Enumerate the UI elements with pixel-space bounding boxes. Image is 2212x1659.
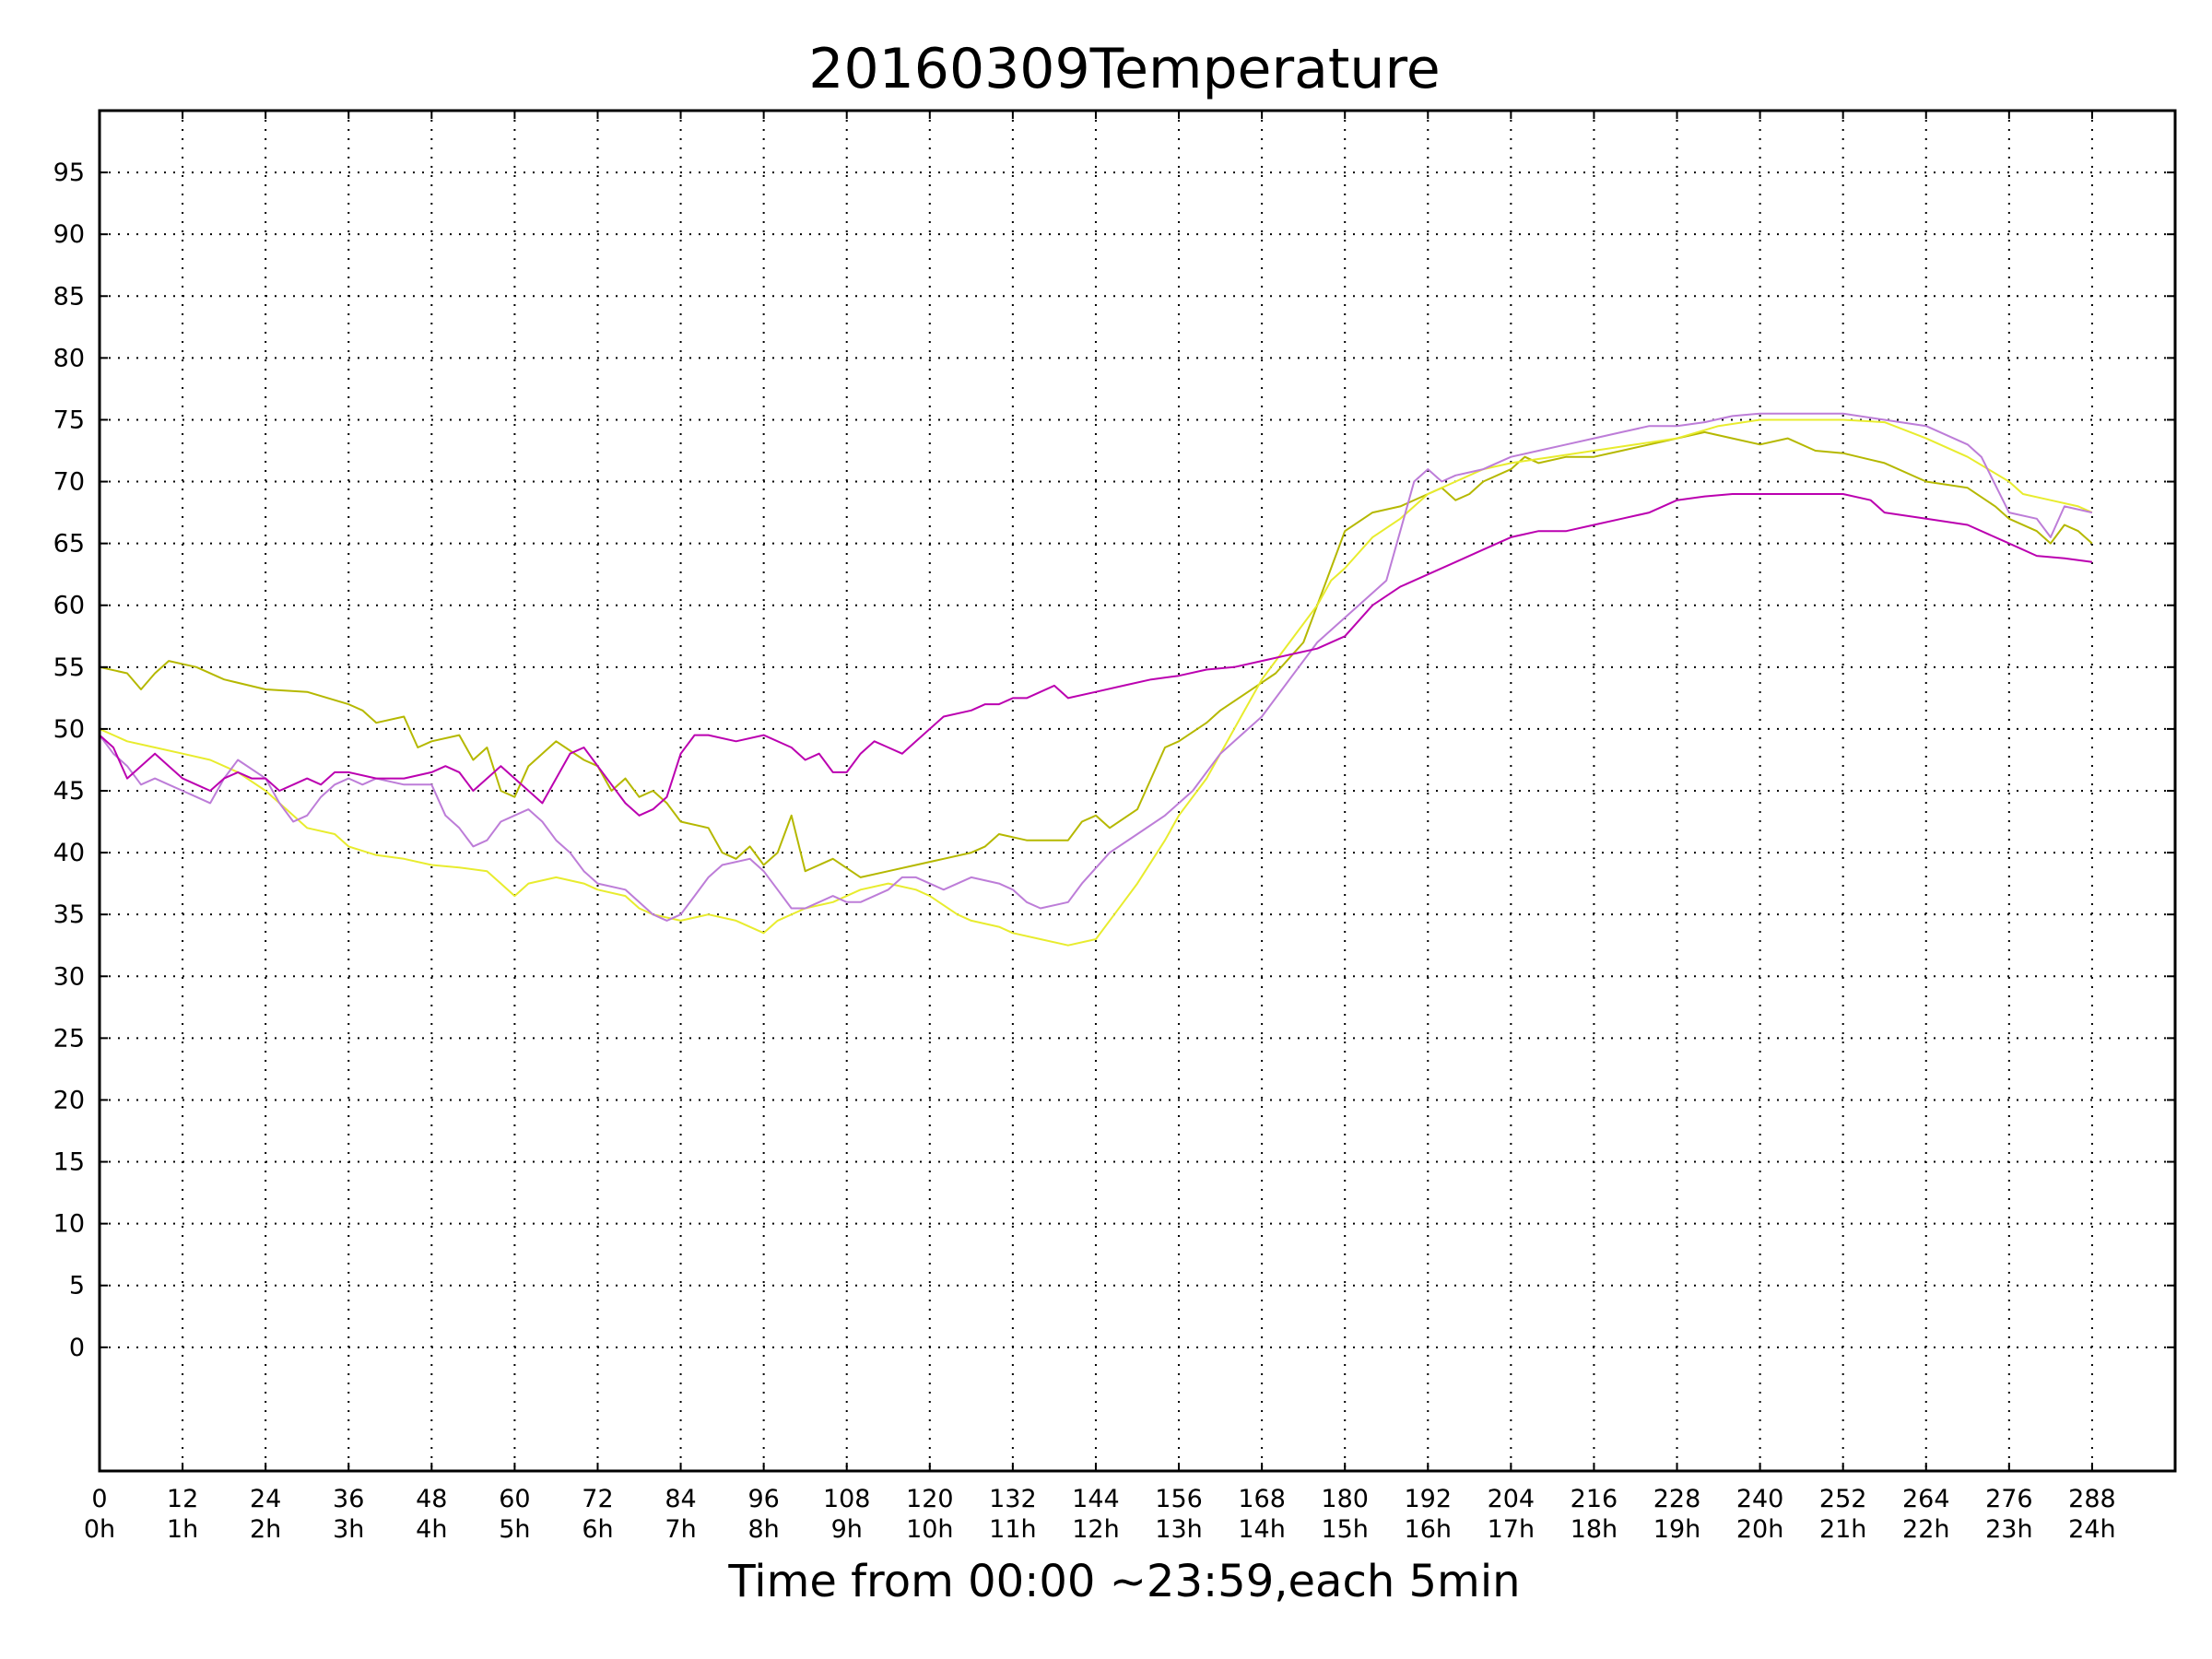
x-tick-label: 168 [1238, 1485, 1286, 1513]
x-tick-label: 120 [906, 1485, 954, 1513]
x-tick-hour-label: 20h [1736, 1515, 1783, 1544]
x-tick-label: 156 [1155, 1485, 1203, 1513]
x-tick-hour-label: 7h [665, 1515, 696, 1544]
x-tick-label: 60 [499, 1485, 530, 1513]
y-tick-label: 80 [53, 344, 85, 372]
x-tick-label: 36 [333, 1485, 364, 1513]
y-axis: 0 5 10 15 20 25 30 35 40 45 50 55 60 65 70 75 80 85 90 95 [53, 159, 2175, 1362]
x-tick-label: 96 [747, 1485, 779, 1513]
y-tick-label: 75 [53, 406, 85, 434]
x-tick-label: 288 [2068, 1485, 2116, 1513]
x-tick-label: 252 [1819, 1485, 1867, 1513]
series-line-4 [99, 493, 2093, 817]
x-tick-label: 264 [1902, 1485, 1950, 1513]
y-tick-label: 50 [53, 715, 85, 744]
y-tick-label: 25 [53, 1024, 85, 1053]
x-tick-label: 192 [1405, 1485, 1453, 1513]
x-tick-hour-label: 21h [1819, 1515, 1866, 1544]
x-tick-label: 240 [1736, 1485, 1784, 1513]
x-tick-hour-label: 22h [1902, 1515, 1949, 1544]
x-tick-label: 12 [167, 1485, 198, 1513]
y-tick-label: 60 [53, 592, 85, 620]
x-tick-hour-label: 13h [1155, 1515, 1202, 1544]
x-tick-label: 228 [1653, 1485, 1701, 1513]
x-tick-label: 144 [1072, 1485, 1120, 1513]
x-tick-hour-label: 15h [1321, 1515, 1368, 1544]
y-tick-label: 45 [53, 777, 85, 806]
series-line-2 [99, 418, 2093, 947]
x-tick-hour-label: 5h [499, 1515, 530, 1544]
x-tick-label: 204 [1488, 1485, 1535, 1513]
x-tick-hour-label: 3h [333, 1515, 364, 1544]
y-tick-label: 15 [53, 1148, 85, 1177]
x-tick-label: 180 [1321, 1485, 1369, 1513]
y-tick-label: 40 [53, 839, 85, 867]
plot-frame [98, 109, 2177, 1473]
x-tick-label: 48 [416, 1485, 447, 1513]
x-tick-label: 0 [91, 1485, 107, 1513]
x-tick-hour-label: 2h [250, 1515, 281, 1544]
x-tick-hour-label: 4h [416, 1515, 447, 1544]
x-tick-hour-label: 12h [1072, 1515, 1119, 1544]
x-tick-hour-label: 1h [167, 1515, 198, 1544]
y-tick-label: 0 [69, 1334, 85, 1362]
y-tick-label: 30 [53, 962, 85, 991]
y-tick-label: 70 [53, 468, 85, 497]
x-tick-hour-label: 24h [2068, 1515, 2115, 1544]
gridlines [99, 111, 2175, 1471]
x-tick-hour-label: 9h [831, 1515, 863, 1544]
x-tick-label: 108 [823, 1485, 871, 1513]
y-tick-label: 85 [53, 282, 85, 311]
x-tick-hour-label: 19h [1653, 1515, 1700, 1544]
x-tick-label: 132 [989, 1485, 1037, 1513]
y-tick-label: 95 [53, 159, 85, 187]
x-tick-hour-label: 18h [1571, 1515, 1618, 1544]
x-tick-hour-label: 17h [1488, 1515, 1535, 1544]
y-tick-label: 55 [53, 653, 85, 682]
x-tick-hour-label: 0h [84, 1515, 115, 1544]
y-tick-label: 10 [53, 1210, 85, 1239]
x-tick-label: 276 [1985, 1485, 2033, 1513]
x-tick-label: 24 [250, 1485, 281, 1513]
x-tick-hour-label: 14h [1238, 1515, 1285, 1544]
y-tick-label: 35 [53, 900, 85, 929]
chart-title: 20160309Temperature [808, 37, 1440, 101]
y-tick-label: 5 [69, 1272, 85, 1300]
series-line-3 [99, 412, 2093, 922]
x-tick-hour-label: 16h [1405, 1515, 1452, 1544]
x-tick-hour-label: 23h [1985, 1515, 2032, 1544]
y-tick-label: 90 [53, 220, 85, 249]
x-axis-label: Time from 00:00 ~23:59,each 5min [727, 1556, 1520, 1607]
y-tick-label: 65 [53, 530, 85, 559]
x-tick-label: 216 [1571, 1485, 1618, 1513]
x-tick-hour-label: 6h [582, 1515, 613, 1544]
x-tick-hour-label: 11h [989, 1515, 1036, 1544]
y-tick-label: 20 [53, 1086, 85, 1114]
x-tick-label: 84 [665, 1485, 696, 1513]
x-tick-hour-label: 10h [906, 1515, 953, 1544]
x-tick-label: 72 [582, 1485, 613, 1513]
x-tick-hour-label: 8h [747, 1515, 779, 1544]
series-layer [99, 412, 2093, 947]
